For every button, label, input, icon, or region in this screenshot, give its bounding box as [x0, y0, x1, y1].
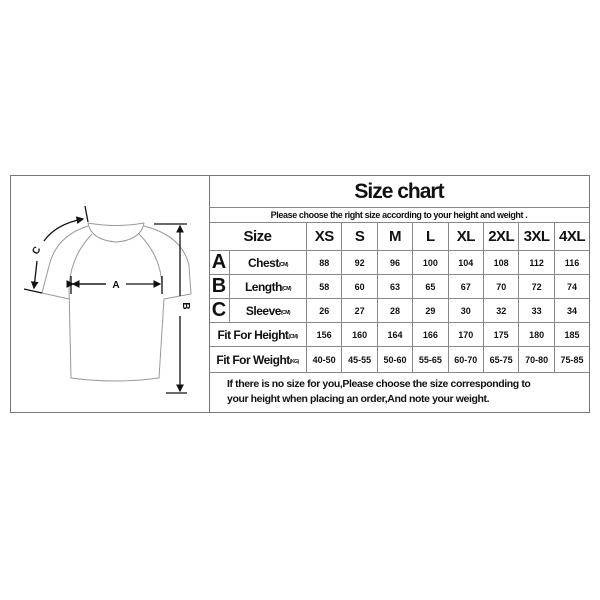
row-unit: (CM): [280, 309, 291, 316]
row-label: Fit For Height (CM): [209, 323, 306, 346]
note-line-1: If there is no size for you,Please choos…: [227, 378, 531, 390]
value-cell: 28: [376, 299, 412, 322]
table-row: B Length (CM) 58 60 63 65 67 70 72 74: [209, 275, 589, 299]
size-3xl: 3XL: [518, 223, 553, 250]
row-label: Fit For Weight (KG): [209, 347, 306, 372]
value-cell: 104: [447, 251, 483, 274]
measure-letter: B: [211, 275, 227, 297]
value-cell: 40-50: [306, 347, 341, 372]
value-cell: 34: [553, 299, 589, 322]
chart-subtitle: Please choose the right size according t…: [270, 210, 528, 220]
row-unit: (KG): [289, 358, 299, 365]
label-a: A: [112, 280, 119, 291]
note-line-2: your height when placing an order,And no…: [227, 393, 490, 405]
value-cell: 26: [306, 299, 341, 322]
size-2xl: 2XL: [483, 223, 518, 250]
row-unit: (CM): [278, 261, 289, 268]
size-xs: XS: [306, 223, 341, 250]
value-cell: 60-70: [447, 347, 483, 372]
value-cell: 96: [376, 251, 412, 274]
value-cell: 74: [553, 275, 589, 298]
value-cell: 27: [341, 299, 376, 322]
value-cell: 70-80: [518, 347, 553, 372]
table-row: Fit For Height (CM) 156 160 164 166 170 175 180 1…: [209, 323, 589, 347]
note: If there is no size for you,Please choos…: [209, 373, 589, 412]
value-cell: 164: [376, 323, 412, 346]
value-cell: 160: [341, 323, 376, 346]
size-table: Size chart Please choose the right size …: [209, 176, 589, 412]
value-cell: 72: [518, 275, 553, 298]
size-header: Size: [243, 228, 272, 245]
row-label-text: Sleeve: [245, 303, 282, 318]
tshirt-illustration: A B C: [23, 205, 192, 394]
value-cell: 88: [306, 251, 341, 274]
value-cell: 60: [341, 275, 376, 298]
value-cell: 58: [306, 275, 341, 298]
row-label: Chest (CM): [229, 251, 306, 274]
row-label: Sleeve (CM): [229, 299, 306, 322]
label-b: B: [180, 302, 191, 309]
row-label-text: Length: [244, 279, 283, 294]
value-cell: 166: [412, 323, 447, 346]
label-c: C: [30, 245, 43, 257]
row-label: Length (CM): [229, 275, 306, 298]
value-cell: 70: [483, 275, 518, 298]
size-l: L: [412, 223, 447, 250]
value-cell: 116: [553, 251, 589, 274]
size-xl: XL: [447, 223, 483, 250]
value-cell: 180: [518, 323, 553, 346]
table-row: Fit For Weight (KG) 40-50 45-55 50-60 55-65 60…: [209, 347, 589, 373]
value-cell: 45-55: [341, 347, 376, 372]
value-cell: 156: [306, 323, 341, 346]
value-cell: 175: [483, 323, 518, 346]
table-row: C Sleeve (CM) 26 27 28 29 30 32 33 34: [209, 299, 589, 323]
row-label-text: Fit For Weight: [216, 352, 290, 367]
value-cell: 100: [412, 251, 447, 274]
header-row: Size XS S M L XL 2XL 3XL 4XL: [209, 223, 589, 251]
size-m: M: [376, 223, 412, 250]
value-cell: 55-65: [412, 347, 447, 372]
chart-title: Size chart: [354, 179, 444, 203]
row-label-text: Fit For Height: [217, 327, 289, 342]
size-s: S: [341, 223, 376, 250]
value-cell: 65-75: [483, 347, 518, 372]
value-cell: 92: [341, 251, 376, 274]
value-cell: 30: [447, 299, 483, 322]
row-label-text: Chest: [248, 255, 279, 270]
value-cell: 170: [447, 323, 483, 346]
value-cell: 67: [447, 275, 483, 298]
size-chart: A B C Size chart Please choose the right…: [10, 175, 590, 413]
shirt-diagram: A B C: [11, 176, 210, 412]
table-row: A Chest (CM) 88 92 96 100 104 108 112 116: [209, 251, 589, 275]
measure-letter: C: [211, 299, 227, 321]
value-cell: 108: [483, 251, 518, 274]
value-cell: 75-85: [553, 347, 589, 372]
measure-letter: A: [211, 251, 227, 273]
value-cell: 33: [518, 299, 553, 322]
value-cell: 29: [412, 299, 447, 322]
size-4xl: 4XL: [553, 223, 589, 250]
value-cell: 50-60: [376, 347, 412, 372]
value-cell: 65: [412, 275, 447, 298]
value-cell: 112: [518, 251, 553, 274]
value-cell: 63: [376, 275, 412, 298]
value-cell: 185: [553, 323, 589, 346]
value-cell: 32: [483, 299, 518, 322]
row-unit: (CM): [288, 333, 298, 340]
row-unit: (CM): [281, 285, 292, 292]
